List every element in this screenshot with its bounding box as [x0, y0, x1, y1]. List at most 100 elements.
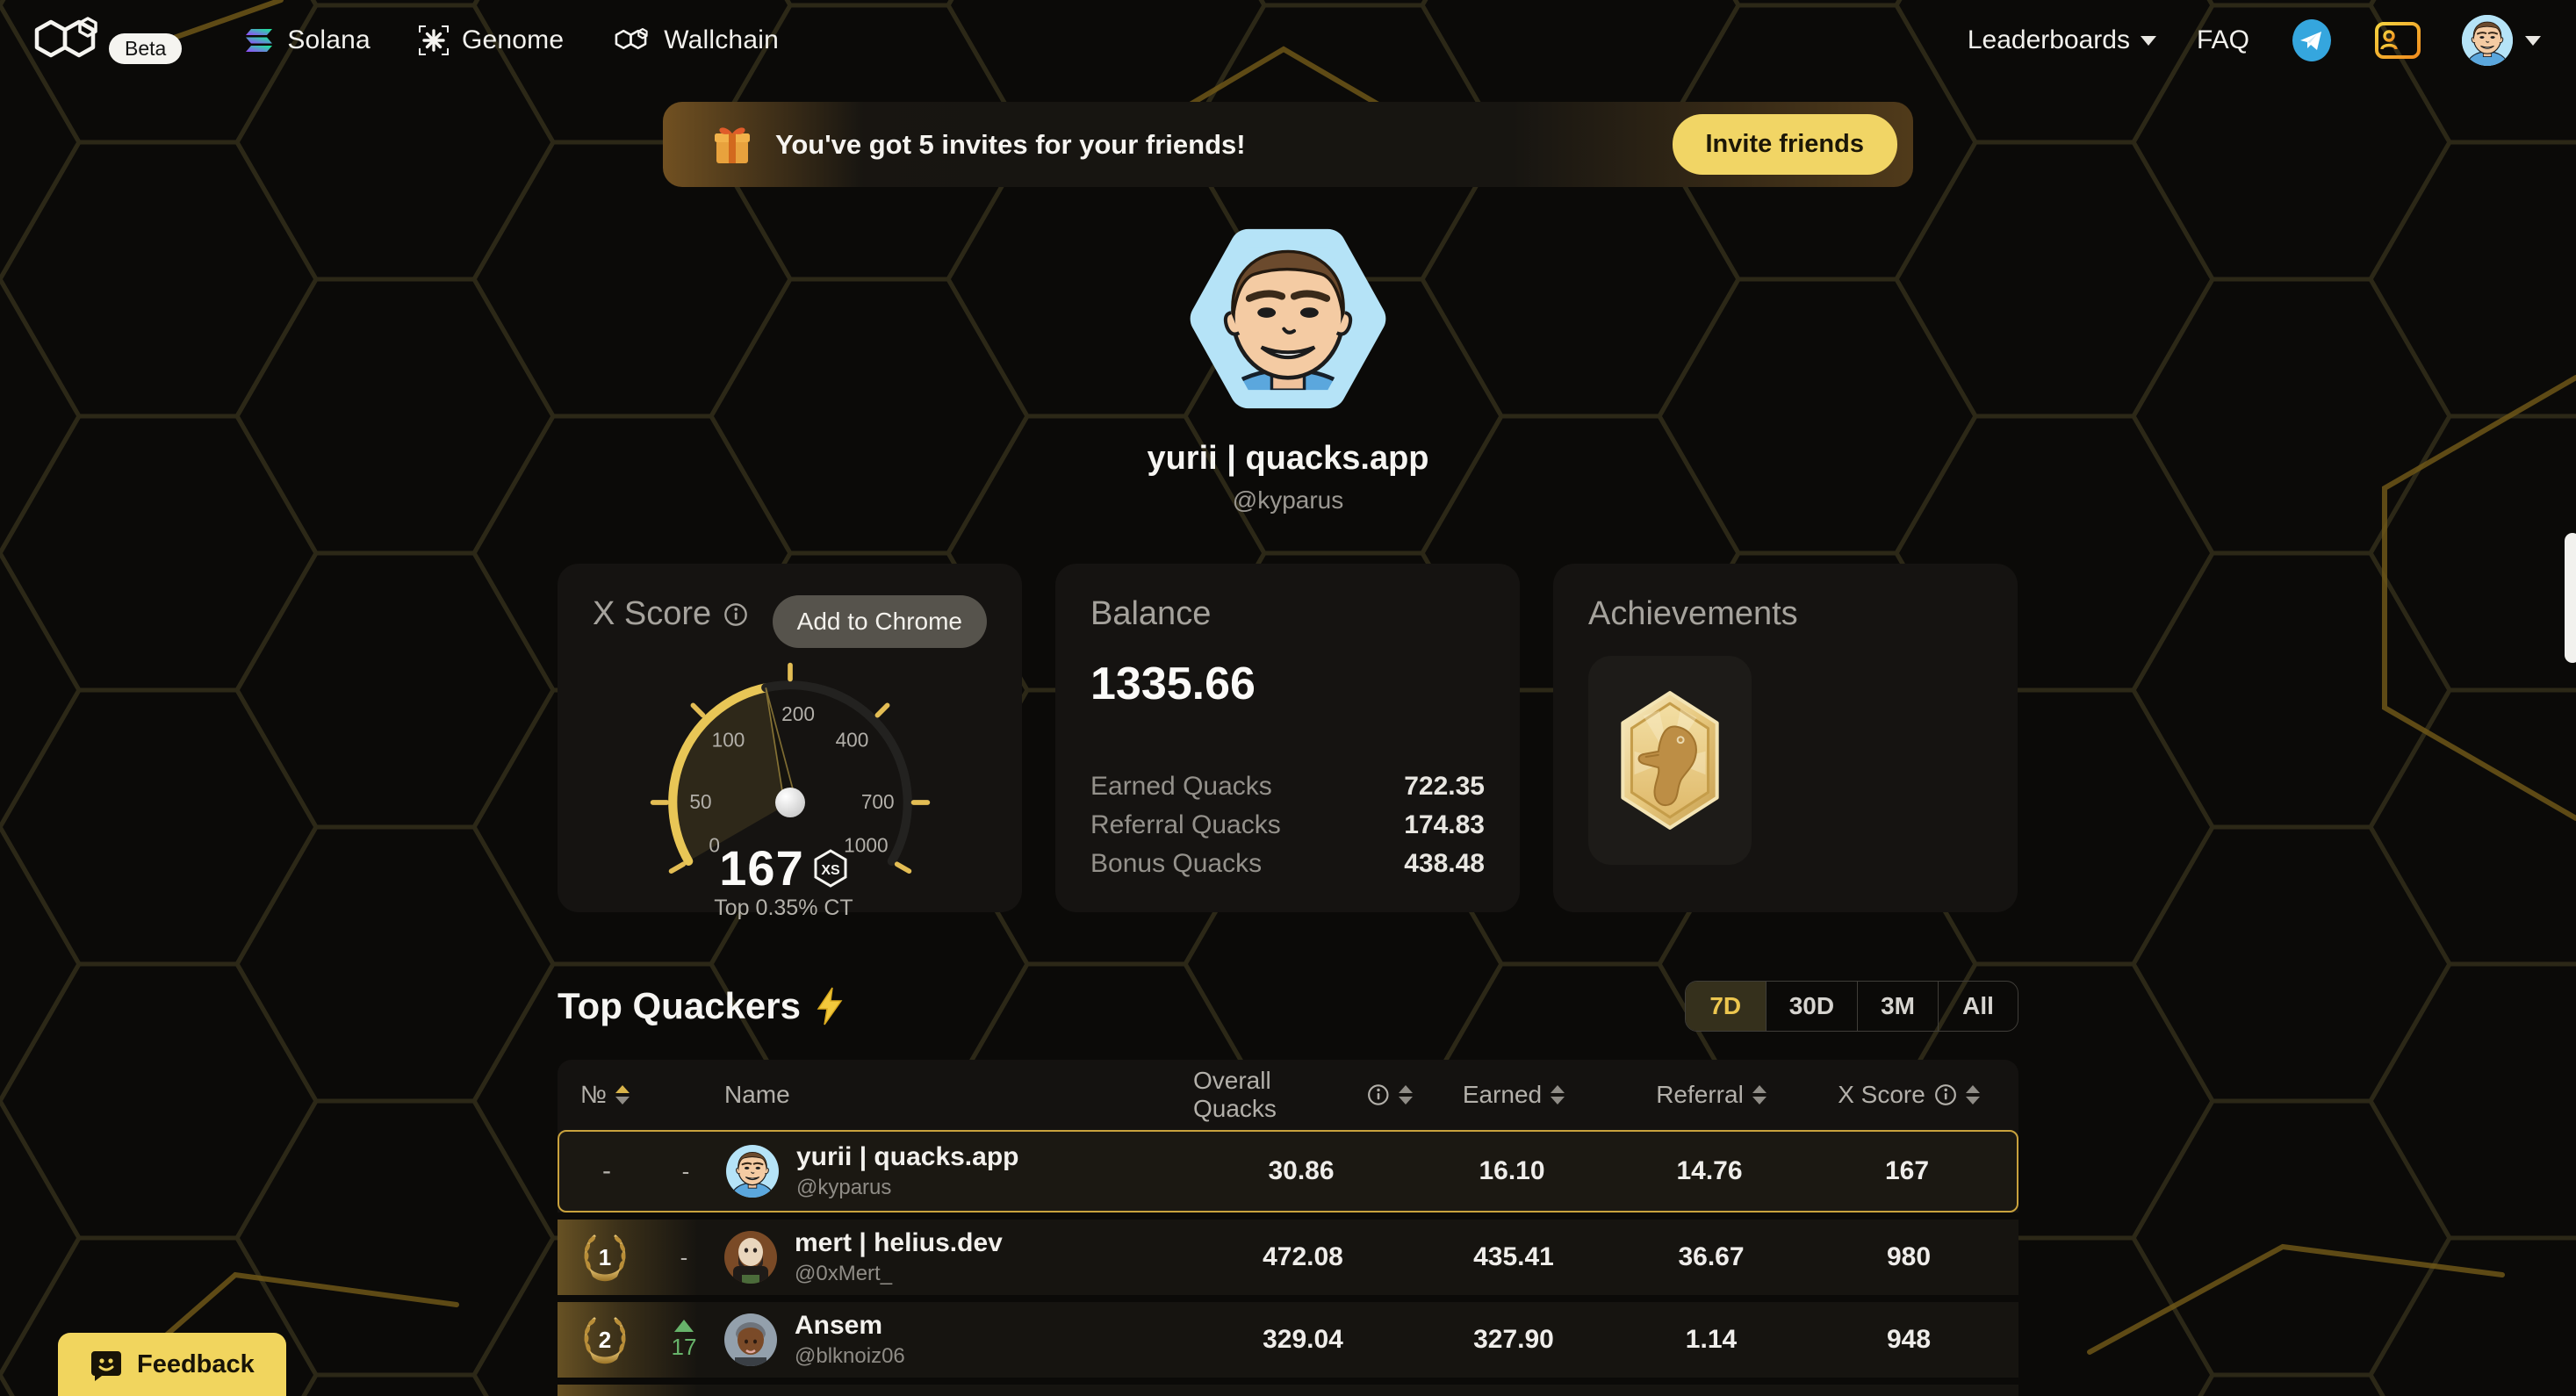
row-name: mert | helius.dev: [795, 1228, 1003, 1257]
row-avatar: [724, 1313, 777, 1366]
gift-icon: [715, 126, 750, 163]
row-name: Ansem: [795, 1311, 883, 1340]
faq-link[interactable]: FAQ: [2196, 25, 2249, 54]
sort-icon: [1551, 1085, 1565, 1105]
add-to-chrome-button[interactable]: Add to Chrome: [772, 595, 987, 648]
rank-medal-1: 1: [566, 1229, 644, 1285]
row-handle: @blknoiz06: [795, 1344, 905, 1368]
table-header: № Name Overall Quacks Earned Referr: [558, 1060, 2018, 1130]
achievements-title: Achievements: [1588, 595, 1798, 632]
svg-text:50: 50: [689, 790, 711, 813]
table-row[interactable]: 2 17 Ansem @blknoiz06 329.04: [558, 1295, 2018, 1378]
achievement-badge-tile[interactable]: [1588, 656, 1752, 865]
nav-links: Solana Genome: [233, 16, 791, 65]
svg-text:XS: XS: [821, 863, 840, 878]
info-icon[interactable]: [1367, 1083, 1390, 1106]
rank-change-up: 17: [644, 1319, 724, 1361]
wallchain-logo-icon: [34, 17, 97, 58]
svg-text:1000: 1000: [844, 834, 888, 857]
invite-banner: You've got 5 invites for your friends! I…: [663, 102, 1913, 187]
nav-item-solana[interactable]: Solana: [233, 17, 383, 64]
achievements-card: Achievements: [1553, 564, 2018, 912]
svg-text:0: 0: [709, 834, 720, 857]
invite-friends-button[interactable]: Invite friends: [1672, 114, 1897, 175]
balance-row-bonus: Bonus Quacks 438.48: [1090, 849, 1485, 878]
table-row-current-user[interactable]: - - yurii | quacks.app @kyparus 30.86 16…: [558, 1130, 2018, 1213]
sort-icon: [1965, 1085, 1980, 1105]
gauge-chart: 0 50 100 200 400 700 1000: [650, 662, 930, 874]
sort-icon: [1399, 1085, 1413, 1105]
xscore-card: X Score Add to Chrome: [558, 564, 1022, 920]
genome-icon: [418, 25, 449, 55]
sort-icon: [1752, 1085, 1767, 1105]
profile-handle: @kyparus: [1232, 486, 1344, 514]
beta-badge: Beta: [109, 33, 183, 64]
svg-text:1: 1: [599, 1244, 611, 1270]
profile-display-name: yurii | quacks.app: [1147, 440, 1429, 477]
id-badge-icon[interactable]: [2374, 21, 2421, 60]
balance-row-earned: Earned Quacks 722.35: [1090, 772, 1485, 801]
solana-icon: [246, 29, 273, 52]
user-menu[interactable]: [2462, 15, 2541, 66]
nav-right: Leaderboards FAQ: [1968, 15, 2541, 66]
xs-hexagon-icon: XS: [814, 848, 847, 888]
filter-3m[interactable]: 3M: [1857, 982, 1938, 1031]
xscore-value: 167: [719, 840, 804, 896]
sort-icon: [615, 1085, 630, 1105]
leaderboard-title: Top Quackers: [558, 985, 845, 1027]
time-filter: 7D 30D 3M All: [1684, 981, 2018, 1032]
wallchain-icon: [615, 28, 648, 50]
rank-medal-2: 2: [566, 1312, 644, 1368]
filter-30d[interactable]: 30D: [1765, 982, 1857, 1031]
chevron-down-icon: [2525, 35, 2541, 46]
row-name: yurii | quacks.app: [796, 1142, 1019, 1171]
svg-text:100: 100: [711, 729, 745, 752]
svg-text:200: 200: [781, 702, 815, 725]
svg-text:2: 2: [599, 1327, 611, 1353]
column-overall[interactable]: Overall Quacks: [1193, 1067, 1413, 1123]
info-icon[interactable]: [723, 602, 748, 627]
lightning-icon: [817, 987, 843, 1025]
table-row[interactable]: 3 Zuri: [558, 1378, 2018, 1396]
column-rank[interactable]: №: [566, 1081, 644, 1109]
row-avatar: [724, 1231, 777, 1284]
column-name[interactable]: Name: [724, 1081, 790, 1108]
telegram-icon[interactable]: [2290, 18, 2334, 62]
filter-7d[interactable]: 7D: [1685, 982, 1766, 1031]
svg-text:700: 700: [860, 790, 894, 813]
nav-item-genome[interactable]: Genome: [406, 16, 576, 65]
info-icon[interactable]: [1934, 1083, 1957, 1106]
stats-cards: X Score Add to Chrome: [558, 564, 2018, 920]
column-xscore[interactable]: X Score: [1808, 1081, 2010, 1109]
balance-card: Balance 1335.66 Earned Quacks 722.35 Ref…: [1055, 564, 1520, 912]
row-handle: @kyparus: [796, 1176, 892, 1199]
top-nav: Beta Solana: [0, 0, 2576, 81]
feedback-button[interactable]: Feedback: [58, 1333, 286, 1396]
app-logo[interactable]: Beta: [30, 15, 183, 66]
leaderboard-table: № Name Overall Quacks Earned Referr: [558, 1060, 2018, 1396]
arrow-up-icon: [674, 1319, 694, 1332]
row-handle: @0xMert_: [795, 1262, 893, 1285]
gauge-pivot: [774, 788, 805, 817]
scrollbar-thumb[interactable]: [2565, 533, 2576, 663]
balance-breakdown: Earned Quacks 722.35 Referral Quacks 174…: [1090, 772, 1485, 879]
balance-row-referral: Referral Quacks 174.83: [1090, 810, 1485, 839]
svg-text:400: 400: [835, 729, 868, 752]
column-referral[interactable]: Referral: [1615, 1081, 1808, 1109]
balance-title: Balance: [1090, 595, 1212, 632]
feedback-smiley-icon: [91, 1351, 121, 1381]
nav-avatar: [2462, 15, 2513, 66]
filter-all[interactable]: All: [1938, 982, 2018, 1031]
gold-duck-badge-icon: [1621, 691, 1719, 830]
profile-section: yurii | quacks.app @kyparus: [558, 215, 2018, 515]
banner-text: You've got 5 invites for your friends!: [775, 128, 1246, 160]
leaderboards-menu[interactable]: Leaderboards: [1968, 25, 2156, 55]
table-row[interactable]: 1 - mert | helius.dev @0xMert_ 472.08 43…: [558, 1213, 2018, 1295]
chevron-down-icon: [2140, 35, 2156, 46]
profile-avatar: [1190, 228, 1386, 409]
xscore-gauge: 0 50 100 200 400 700 1000 167: [641, 653, 939, 920]
column-earned[interactable]: Earned: [1413, 1081, 1615, 1109]
xscore-percentile: Top 0.35% CT: [714, 896, 853, 920]
xscore-title: X Score: [593, 595, 748, 633]
nav-item-wallchain[interactable]: Wallchain: [599, 17, 791, 64]
